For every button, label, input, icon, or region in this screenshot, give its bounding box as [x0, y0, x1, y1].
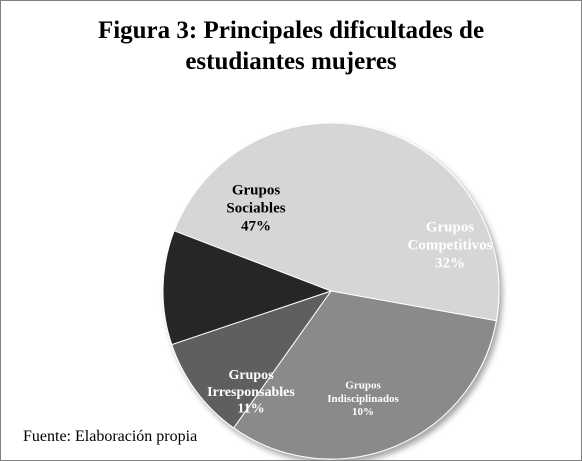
pie-slice-grupos-competitivos [232, 290, 497, 460]
slice-category-label: Competitivos [408, 237, 493, 253]
pie-slice-grupos-irresponsables [162, 230, 333, 346]
chart-title-line-2: estudiantes mujeres [185, 48, 397, 75]
slice-label-grupos-sociables: Grupos Sociables 47% [226, 182, 285, 234]
slice-percent-label: 47% [241, 218, 271, 234]
slice-percent-label: 11% [237, 402, 264, 417]
slice-category-label: Sociables [226, 200, 285, 216]
slice-label-grupos-competitivos: Grupos Competitivos 32% [408, 219, 493, 271]
pie-slices [162, 122, 500, 460]
slice-label-grupos-irresponsables: Grupos Irresponsables 11% [207, 368, 295, 417]
slice-category-label: Irresponsables [207, 385, 295, 400]
slice-category-label: Grupos [426, 219, 475, 235]
slice-percent-label: 32% [435, 255, 465, 271]
chart-title: Figura 3: Principales dificultades de es… [1, 15, 581, 77]
slice-category-label: Indisciplinados [327, 393, 399, 405]
slice-percent-label: 10% [352, 406, 374, 418]
source-note: Fuente: Elaboración propia [23, 428, 198, 445]
slice-category-label: Grupos [345, 380, 381, 392]
pie-slice-grupos-indisciplinados [171, 290, 333, 429]
pie-slice-grupos-sociables [173, 122, 500, 322]
slice-category-label: Grupos [228, 368, 274, 383]
chart-title-line-1: Figura 3: Principales dificultades de [97, 17, 485, 44]
slice-label-grupos-indisciplinados: Grupos Indisciplinados 10% [327, 380, 399, 418]
pie-labels: Grupos Sociables 47% Grupos Competitivos 32%G… [207, 182, 492, 418]
slice-category-label: Grupos [232, 182, 281, 198]
